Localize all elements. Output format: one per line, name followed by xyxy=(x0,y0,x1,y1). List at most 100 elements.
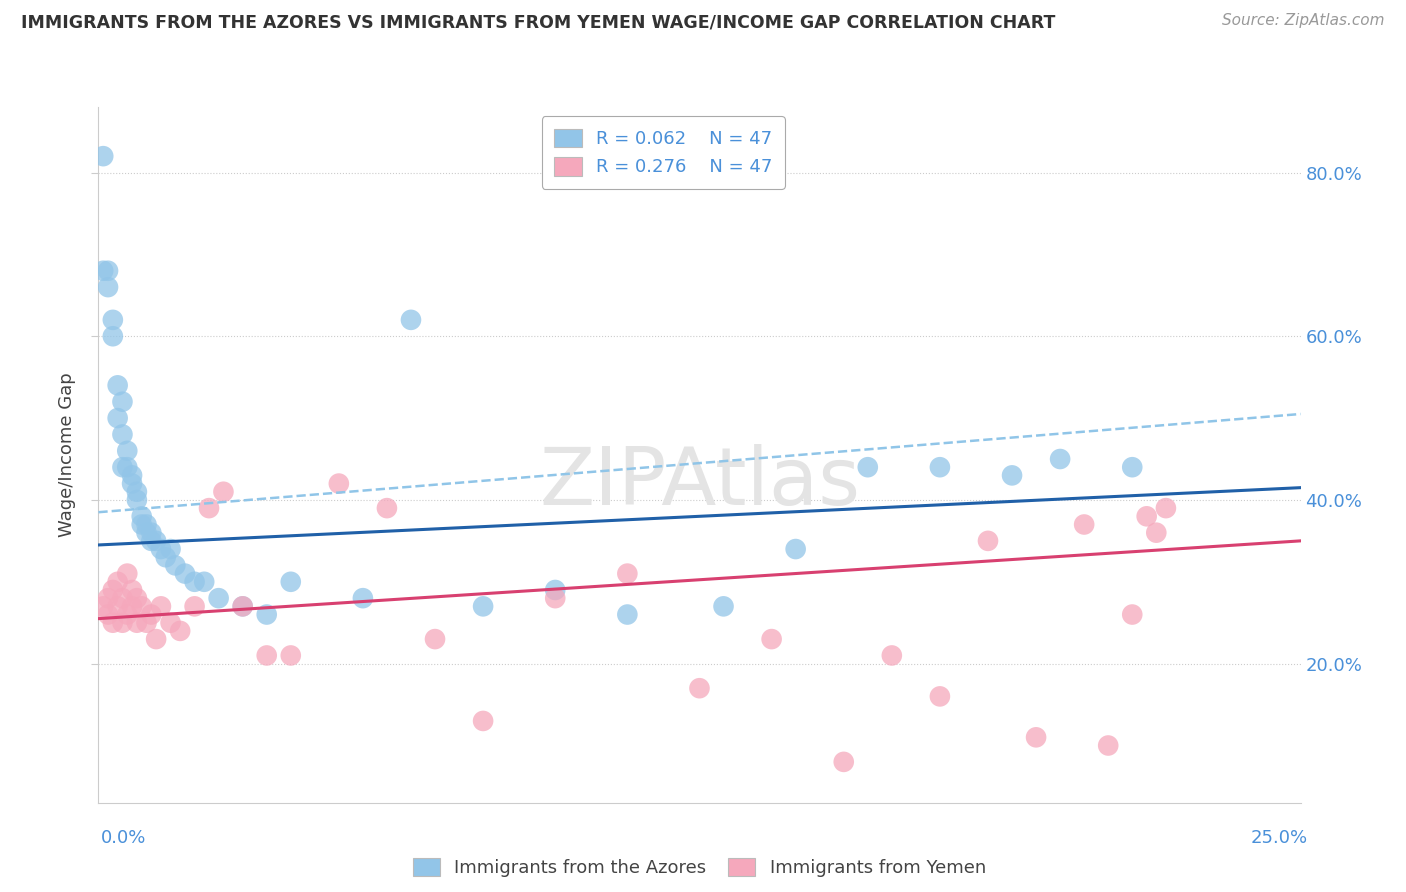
Point xyxy=(91,149,114,163)
Point xyxy=(125,591,148,606)
Point xyxy=(117,566,139,581)
Point xyxy=(155,550,177,565)
Point xyxy=(689,681,711,696)
Point xyxy=(135,517,157,532)
Point xyxy=(399,313,422,327)
Point xyxy=(183,599,205,614)
Point xyxy=(125,492,148,507)
Point xyxy=(544,582,567,597)
Point xyxy=(212,484,235,499)
Point xyxy=(125,484,148,499)
Point xyxy=(280,574,302,589)
Point xyxy=(1144,525,1167,540)
Point xyxy=(256,648,278,663)
Point xyxy=(97,591,120,606)
Point xyxy=(145,533,167,548)
Point xyxy=(159,542,181,557)
Point xyxy=(928,690,950,704)
Point xyxy=(125,615,148,630)
Point xyxy=(135,615,157,630)
Point xyxy=(117,607,139,622)
Point xyxy=(117,460,139,475)
Point xyxy=(107,378,129,392)
Point xyxy=(1001,468,1024,483)
Point xyxy=(107,411,129,425)
Point xyxy=(121,476,143,491)
Point xyxy=(107,574,129,589)
Point xyxy=(97,607,120,622)
Point xyxy=(159,615,181,630)
Point xyxy=(101,615,124,630)
Point xyxy=(375,501,398,516)
Point xyxy=(761,632,783,646)
Point xyxy=(131,517,153,532)
Point xyxy=(135,525,157,540)
Point xyxy=(91,599,114,614)
Point xyxy=(111,394,134,409)
Point xyxy=(328,476,350,491)
Point xyxy=(101,313,124,327)
Point xyxy=(149,542,172,557)
Point xyxy=(165,558,187,573)
Point xyxy=(472,714,495,728)
Point xyxy=(232,599,254,614)
Point xyxy=(174,566,197,581)
Point xyxy=(1121,607,1143,622)
Point xyxy=(928,460,950,475)
Point xyxy=(107,599,129,614)
Point xyxy=(713,599,735,614)
Text: ZIPAtlas: ZIPAtlas xyxy=(538,443,860,522)
Point xyxy=(832,755,855,769)
Point xyxy=(141,525,163,540)
Point xyxy=(232,599,254,614)
Point xyxy=(131,509,153,524)
Y-axis label: Wage/Income Gap: Wage/Income Gap xyxy=(58,373,76,537)
Point xyxy=(111,615,134,630)
Point xyxy=(169,624,191,638)
Point xyxy=(91,264,114,278)
Point xyxy=(616,566,638,581)
Point xyxy=(544,591,567,606)
Point xyxy=(97,280,120,294)
Point xyxy=(256,607,278,622)
Point xyxy=(121,468,143,483)
Point xyxy=(101,582,124,597)
Point xyxy=(1136,509,1159,524)
Point xyxy=(977,533,1000,548)
Text: IMMIGRANTS FROM THE AZORES VS IMMIGRANTS FROM YEMEN WAGE/INCOME GAP CORRELATION : IMMIGRANTS FROM THE AZORES VS IMMIGRANTS… xyxy=(21,13,1056,31)
Point xyxy=(856,460,879,475)
Point xyxy=(101,329,124,343)
Point xyxy=(97,264,120,278)
Point xyxy=(423,632,446,646)
Point xyxy=(149,599,172,614)
Point xyxy=(111,460,134,475)
Point xyxy=(208,591,231,606)
Point xyxy=(280,648,302,663)
Point xyxy=(472,599,495,614)
Point xyxy=(117,443,139,458)
Point xyxy=(1154,501,1177,516)
Point xyxy=(141,533,163,548)
Point xyxy=(1073,517,1095,532)
Point xyxy=(111,591,134,606)
Text: 0.0%: 0.0% xyxy=(101,829,146,847)
Point xyxy=(352,591,374,606)
Point xyxy=(785,542,807,557)
Point xyxy=(880,648,903,663)
Point xyxy=(121,582,143,597)
Point xyxy=(1049,452,1071,467)
Legend: Immigrants from the Azores, Immigrants from Yemen: Immigrants from the Azores, Immigrants f… xyxy=(406,850,993,884)
Text: 25.0%: 25.0% xyxy=(1250,829,1308,847)
Point xyxy=(141,607,163,622)
Point xyxy=(121,599,143,614)
Point xyxy=(111,427,134,442)
Point xyxy=(1025,731,1047,745)
Point xyxy=(198,501,221,516)
Point xyxy=(193,574,215,589)
Text: Source: ZipAtlas.com: Source: ZipAtlas.com xyxy=(1222,13,1385,29)
Point xyxy=(1097,739,1119,753)
Point xyxy=(183,574,205,589)
Point xyxy=(1121,460,1143,475)
Point xyxy=(131,599,153,614)
Point xyxy=(616,607,638,622)
